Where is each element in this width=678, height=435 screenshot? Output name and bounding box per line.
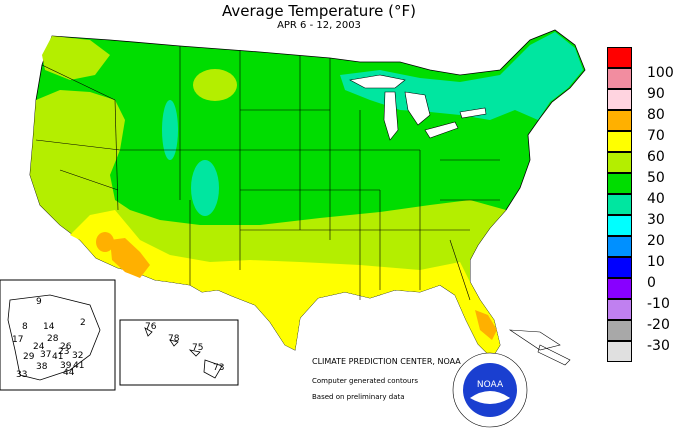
alaska-station-value: 2	[80, 318, 86, 328]
legend-swatch	[607, 131, 632, 152]
legend-label: -30	[647, 338, 670, 354]
alaska-station-value: 24	[33, 342, 45, 352]
legend-label: 70	[647, 128, 665, 144]
alaska-station-value: 9	[36, 297, 42, 307]
temp-50s-nw	[42, 36, 110, 80]
legend-swatch	[607, 215, 632, 236]
temp-70s-socal	[96, 232, 114, 252]
hawaii-station-value: 73	[213, 363, 225, 373]
legend-label: 90	[647, 86, 665, 102]
legend-swatch	[607, 341, 632, 362]
legend-swatch	[607, 257, 632, 278]
legend-swatch	[607, 299, 632, 320]
legend-label: 100	[647, 65, 674, 81]
legend-swatch	[607, 236, 632, 257]
temp-30s-idaho	[162, 100, 178, 160]
legend-label: 30	[647, 212, 665, 228]
hawaii-station-value: 78	[168, 334, 180, 344]
legend-label: 10	[647, 254, 665, 270]
alaska-station-value: 23	[58, 347, 70, 357]
hawaii-station-value: 76	[145, 322, 157, 332]
neighbor-coastlines	[508, 329, 571, 366]
legend-label: 40	[647, 191, 665, 207]
alaska-station-value: 38	[36, 362, 48, 372]
credit-center: CLIMATE PREDICTION CENTER, NOAA	[312, 357, 461, 366]
temp-60s-south	[70, 210, 500, 358]
alaska-station-value: 33	[16, 370, 28, 380]
legend-swatch	[607, 194, 632, 215]
legend-swatch	[607, 152, 632, 173]
hawaii-inset	[119, 319, 239, 386]
legend-label: -10	[647, 296, 670, 312]
legend-label: 50	[647, 170, 665, 186]
legend-label: 20	[647, 233, 665, 249]
legend-label: 80	[647, 107, 665, 123]
lake-huron	[404, 91, 431, 126]
temp-50s-montana	[193, 69, 237, 101]
hawaii-islands	[144, 327, 223, 379]
legend-swatch	[607, 110, 632, 131]
legend-label: 0	[647, 275, 656, 291]
alaska-station-value: 39	[60, 361, 72, 371]
alaska-station-value: 28	[47, 334, 59, 344]
alaska-station-value: 37	[40, 350, 52, 360]
temp-30s-wyoming	[191, 160, 219, 216]
lake-erie	[424, 121, 459, 139]
credit-line2: Computer generated contours	[312, 377, 418, 385]
alaska-station-value: 41	[73, 361, 85, 371]
map-subtitle: APR 6 - 12, 2003	[277, 20, 361, 31]
temp-70s-florida	[475, 310, 497, 340]
temp-30s-greatlakes	[340, 32, 583, 120]
legend-swatch	[607, 320, 632, 341]
legend-swatch	[607, 278, 632, 299]
legend-swatch	[607, 173, 632, 194]
map-title: Average Temperature (°F)	[222, 2, 416, 20]
legend-swatch	[607, 47, 632, 68]
lake-michigan	[383, 91, 399, 141]
noaa-logo: NOAA	[452, 352, 528, 428]
state-boundaries	[35, 46, 500, 301]
alaska-station-value: 29	[23, 352, 35, 362]
alaska-station-value: 17	[12, 335, 24, 345]
legend-swatch	[607, 68, 632, 89]
alaska-station-value: 41	[52, 352, 64, 362]
lake-superior	[349, 74, 406, 89]
legend-label: -20	[647, 317, 670, 333]
noaa-logo-text: NOAA	[477, 380, 504, 390]
credit-line3: Based on preliminary data	[312, 393, 405, 401]
alaska-outline	[7, 294, 101, 381]
alaska-station-value: 8	[22, 322, 28, 332]
alaska-station-value: 44	[63, 368, 75, 378]
temp-70s-arizona	[110, 238, 150, 278]
legend-label: 60	[647, 149, 665, 165]
alaska-station-value: 26	[60, 342, 72, 352]
hawaii-station-value: 75	[192, 343, 204, 353]
legend-swatch	[607, 89, 632, 110]
alaska-station-value: 14	[43, 322, 55, 332]
alaska-station-value: 32	[72, 351, 84, 361]
lake-ontario	[459, 107, 487, 119]
